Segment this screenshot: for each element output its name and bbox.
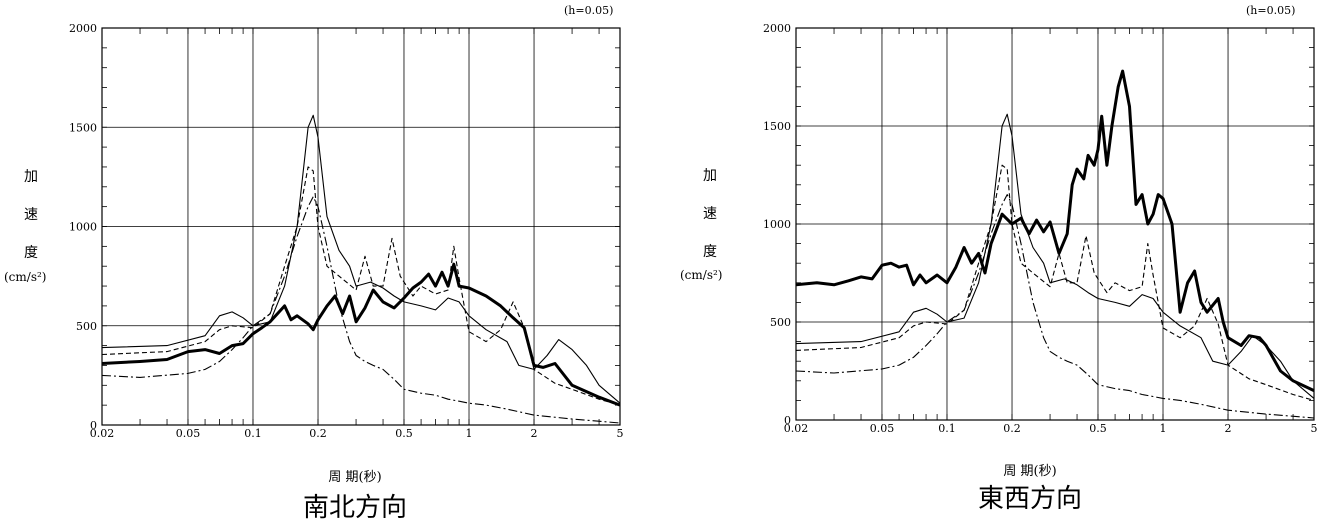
x-tick-label: 5 [1311,422,1317,435]
series-line-thin [796,114,1314,398]
series-line-thick [796,71,1314,391]
y-tick-label: 2000 [763,22,791,35]
x-tick-label: 5 [617,427,624,440]
x-tick-label: 2 [1225,422,1232,435]
x-tick-label: 0.02 [784,422,809,435]
x-axis-label: 周 期(秒) [930,460,1130,479]
x-tick-label: 0.05 [870,422,895,435]
y-tick-label: 2000 [69,22,97,35]
x-tick-label: 1 [466,427,473,440]
ylabel-char-2: 速 [703,203,717,223]
x-tick-label: 0.2 [309,427,327,440]
x-axis-label: 周 期(秒) [255,466,455,485]
damping-note: (h=0.05) [564,4,613,17]
x-tick-label: 0.1 [938,422,956,435]
x-tick-label: 0.1 [244,427,262,440]
ylabel-char-1: 加 [24,166,38,186]
series-line-dashdot [796,195,1314,418]
x-tick-label: 1 [1160,422,1167,435]
ylabel-unit: (cm/s²) [680,268,722,282]
y-tick-label: 500 [76,320,97,333]
y-tick-label: 1000 [69,221,97,234]
series-line-dashed [796,165,1314,400]
x-tick-label: 0.5 [1089,422,1107,435]
panel-caption: 東西方向 [880,478,1180,515]
y-tick-label: 1500 [763,120,791,133]
x-tick-label: 0.5 [395,427,413,440]
ylabel-char-3: 度 [24,242,38,262]
y-tick-label: 1000 [763,218,791,231]
y-tick-label: 1500 [69,121,97,134]
y-tick-label: 500 [770,316,791,329]
series-line-dashed [102,167,620,405]
series-line-dashdot [102,197,620,423]
x-tick-label: 2 [531,427,538,440]
ylabel-char-2: 速 [24,204,38,224]
ylabel-unit: (cm/s²) [4,270,46,284]
series-line-thick [102,264,620,405]
x-tick-label: 0.05 [176,427,201,440]
ylabel-char-3: 度 [703,241,717,261]
x-tick-label: 0.02 [90,427,115,440]
damping-note: (h=0.05) [1246,4,1295,17]
panel-caption: 南北方向 [205,487,505,524]
series-line-thin [102,115,620,403]
x-tick-label: 0.2 [1003,422,1021,435]
ylabel-char-1: 加 [703,165,717,185]
